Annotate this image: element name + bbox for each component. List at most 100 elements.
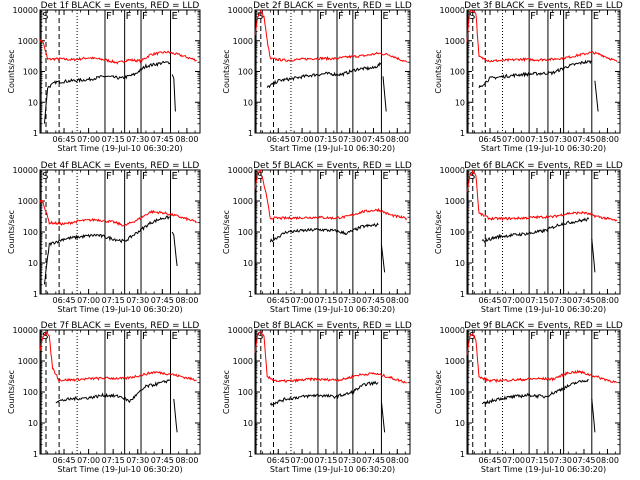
marker-label: E [382,331,388,342]
marker-label: S [469,171,475,182]
chart-title: Det 5f BLACK = Events, RED = LLD [253,161,412,171]
x-tick-label: 07:00 [291,135,314,144]
events-tail-line [591,238,596,273]
y-tick-label: 10000 [228,6,253,15]
plot-frame [466,329,621,455]
marker-label: E [593,11,599,22]
y-tick-label: 10000 [440,166,465,175]
marker-label: F [319,11,325,22]
y-tick-label: 100 [238,388,253,397]
marker-label: F [549,171,555,182]
chart-panel-det-7f: Det 7f BLACK = Events, RED = LLD 1 10 100 10… [7,321,201,474]
y-tick-label: 1 [460,290,465,299]
events-tail-line [594,80,599,112]
y-axis-label: Counts/sec [434,210,443,254]
marker-label: F [354,11,360,22]
y-tick-label: 10 [28,419,38,428]
x-tick-label: 07:45 [151,456,174,465]
marker-label: E [382,11,388,22]
y-tick-label: 10000 [13,6,38,15]
y-tick-label: 10 [28,259,38,268]
x-tick-label: 08:00 [386,135,409,144]
x-tick-label: 07:30 [549,296,572,305]
marker-label: F [142,171,148,182]
events-series-line [481,379,589,405]
x-tick-label: 07:15 [314,456,337,465]
x-tick-label: 07:00 [502,296,525,305]
chart-panel-det-3f: Det 3f BLACK = Events, RED = LLD 1 10 100 10… [434,1,623,153]
events-tail-line [173,398,178,433]
x-tick-label: 07:30 [549,456,572,465]
x-tick-label: 07:30 [126,135,149,144]
x-tick-label: 08:00 [386,296,409,305]
y-axis-label: Counts/sec [222,370,231,414]
y-tick-label: 100 [23,68,38,77]
y-tick-label: 1 [248,450,253,459]
y-tick-label: 1000 [233,37,253,46]
y-tick-label: 1 [460,450,465,459]
plot-frame [466,9,621,134]
x-axis-label: Start Time (19-Jul-10 06:30:20) [57,305,182,314]
chart-title: Det 1f BLACK = Events, RED = LLD [41,1,200,11]
y-tick-label: 1000 [233,197,253,206]
marker-label: F [565,331,571,342]
x-tick-label: 06:45 [267,135,290,144]
x-tick-label: 07:00 [77,456,100,465]
marker-label: S [469,331,475,342]
lld-series-line [466,170,618,222]
marker-label: F [338,331,344,342]
events-tail-line [171,231,178,267]
x-tick-label: 07:15 [525,296,548,305]
marker-label: F [530,11,536,22]
x-tick-label: 06:45 [52,135,75,144]
x-tick-label: 08:00 [386,456,409,465]
marker-label: E [593,331,599,342]
x-tick-label: 07:15 [525,135,548,144]
x-axis-label: Start Time (19-Jul-10 06:30:20) [57,465,182,474]
x-tick-label: 07:00 [502,135,525,144]
chart-panel-det-4f: Det 4f BLACK = Events, RED = LLD 1 10 100 10… [7,161,201,314]
y-tick-label: 1000 [18,357,38,366]
y-tick-label: 1 [248,129,253,138]
x-tick-label: 06:45 [52,456,75,465]
y-axis-label: Counts/sec [7,370,16,414]
plot-frame [39,9,201,134]
x-axis-label: Start Time (19-Jul-10 06:30:20) [270,144,395,153]
marker-label: S [257,11,263,22]
marker-label: F [319,331,325,342]
marker-label: F [565,171,571,182]
chart-title: Det 4f BLACK = Events, RED = LLD [41,161,200,171]
y-tick-label: 1000 [445,357,465,366]
y-axis-label: Counts/sec [7,210,16,254]
plot-frame [254,169,411,295]
x-tick-label: 07:00 [502,456,525,465]
x-tick-label: 08:00 [596,456,619,465]
marker-label: E [172,171,178,182]
lld-series-line [466,9,618,63]
events-series-line [481,216,590,243]
marker-label: E [172,331,178,342]
chart-panel-det-5f: Det 5f BLACK = Events, RED = LLD 1 10 100 10… [222,161,412,314]
x-tick-label: 06:45 [52,296,75,305]
chart-title: Det 9f BLACK = Events, RED = LLD [464,321,623,331]
marker-label: E [382,171,388,182]
x-tick-label: 07:15 [525,456,548,465]
marker-label: F [354,331,360,342]
y-tick-label: 1 [248,290,253,299]
events-tail-line [380,244,386,273]
marker-label: F [106,331,112,342]
marker-label: F [319,171,325,182]
plot-frame [254,9,411,134]
x-axis-label: Start Time (19-Jul-10 06:30:20) [57,144,182,153]
marker-label: F [549,331,555,342]
y-tick-label: 10 [455,259,465,268]
y-tick-label: 10000 [440,6,465,15]
events-series-line [269,380,379,407]
events-series-line [43,215,171,285]
marker-label: S [257,331,263,342]
x-tick-label: 07:15 [102,456,125,465]
y-tick-label: 100 [450,68,465,77]
y-tick-label: 1 [460,129,465,138]
y-tick-label: 10 [243,259,253,268]
events-series-line [266,61,382,89]
